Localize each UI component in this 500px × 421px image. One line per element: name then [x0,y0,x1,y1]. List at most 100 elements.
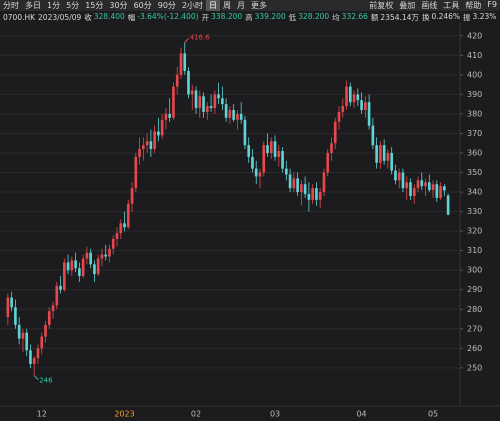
candle-body [318,192,322,200]
candle-body [198,96,202,109]
candle-body [247,145,251,157]
tool-button[interactable]: 前复权 [369,1,394,10]
candle-body [32,358,36,364]
candle-body [202,96,205,112]
date: 2023/05/09 [38,12,82,22]
candle-body [412,188,416,196]
quote-label: 开 [201,12,210,22]
candle-body [307,194,311,200]
y-tick-label: 420 [467,31,482,40]
candle-body [104,254,108,257]
quote-label: 振 [463,12,471,22]
quote-label: 收 [84,12,92,22]
candle-body [59,285,62,290]
symbol: 0700.HK [3,12,36,22]
candle-body [115,233,119,239]
candle-body [175,74,179,87]
candle-body [243,119,247,146]
period-tab[interactable]: 日 [206,0,221,11]
x-tick-label: 02 [191,410,201,419]
period-tab[interactable]: 5分 [66,1,80,10]
candle-body [96,258,100,275]
x-tick-label: 2023 [114,410,134,419]
candle-body [348,86,352,103]
quote-label: 幅 [127,12,136,22]
candle-body [303,184,307,195]
candle-body [269,141,273,153]
tool-button[interactable]: 工具 [443,1,460,10]
candle-body [187,70,190,95]
period-tab[interactable]: 多日 [25,1,41,10]
quote-label: 均 [332,12,340,22]
candle-body [356,94,360,101]
candle-body [337,111,341,122]
period-tab[interactable]: 分时 [3,1,19,10]
tool-button[interactable]: 画线 [421,1,438,10]
period-tab[interactable]: 60分 [133,1,152,10]
candle-body [108,248,111,257]
candle-body [85,252,89,259]
y-tick-label: 270 [467,324,482,333]
period-tab[interactable]: 15分 [85,1,104,10]
quote-value: 0.246% [431,11,461,21]
candle-body [10,297,13,308]
candle-body [424,182,427,187]
candle-body [345,86,348,107]
candle-body [81,258,85,277]
quote-value: 3.23% [472,11,497,21]
candle-body [382,145,386,161]
quote-value: 328.200 [298,11,330,21]
candle-body [285,168,288,175]
candle-body [326,152,330,173]
period-tab[interactable]: 月 [237,1,246,10]
candle-body [194,90,198,109]
tool-button[interactable]: 帮助 [465,1,482,10]
candle-body [239,113,243,120]
candle-body [439,186,442,198]
period-tab[interactable]: 2小时 [181,1,204,10]
candle-body [322,172,326,193]
candle-body [111,238,115,249]
period-tab[interactable]: 90分 [157,1,176,10]
candle-body [311,188,314,200]
candle-body [435,184,439,198]
candle-body [149,141,153,150]
candle-body [277,151,281,157]
candle-body [420,180,424,187]
candle-body [221,98,224,105]
tool-button[interactable]: F9 [487,0,497,9]
period-tab[interactable]: 周 [223,1,232,10]
candle-body [292,178,296,189]
candle-body [213,94,217,109]
x-tick-label: 04 [356,410,366,419]
candle-body [262,145,266,173]
period-tab[interactable]: 30分 [109,1,128,10]
candle-body [401,172,405,189]
y-tick-label: 350 [467,168,482,177]
chart: 250 260 270 280 290 300 310 320 330 340 350 360 370 3… [0,23,500,419]
candle-body [78,268,81,277]
candle-body [232,110,235,120]
candle-body [93,264,96,275]
candle-body [119,223,123,234]
period-tab[interactable]: 更多 [251,1,268,10]
period-tab[interactable]: 1分 [47,1,61,10]
candle-body [160,119,164,136]
tool-button[interactable]: 叠加 [399,1,416,10]
candle-body [281,151,284,169]
candle-body [153,131,156,150]
candle-body [44,324,47,337]
quote-row: 0700.HK 2023/05/09 收 328.400 幅 -3.64%(-12.4… [0,11,500,23]
candle-body [179,53,183,75]
candle-body [47,311,51,325]
candle-body [397,172,401,181]
candle-body [390,152,393,171]
candle-body [145,141,149,146]
candle-body [36,348,40,359]
tool-menu: 前复权 叠加 画线 工具 帮助 F9 [366,0,500,11]
y-tick-label: 400 [467,70,482,79]
period-tabs: 分时 多日 1分 5分 15分 30分 60分 90分 2小时日周月更多 [0,0,270,11]
candle-body [70,260,74,271]
candle-body [25,332,29,351]
candle-body [63,262,66,290]
